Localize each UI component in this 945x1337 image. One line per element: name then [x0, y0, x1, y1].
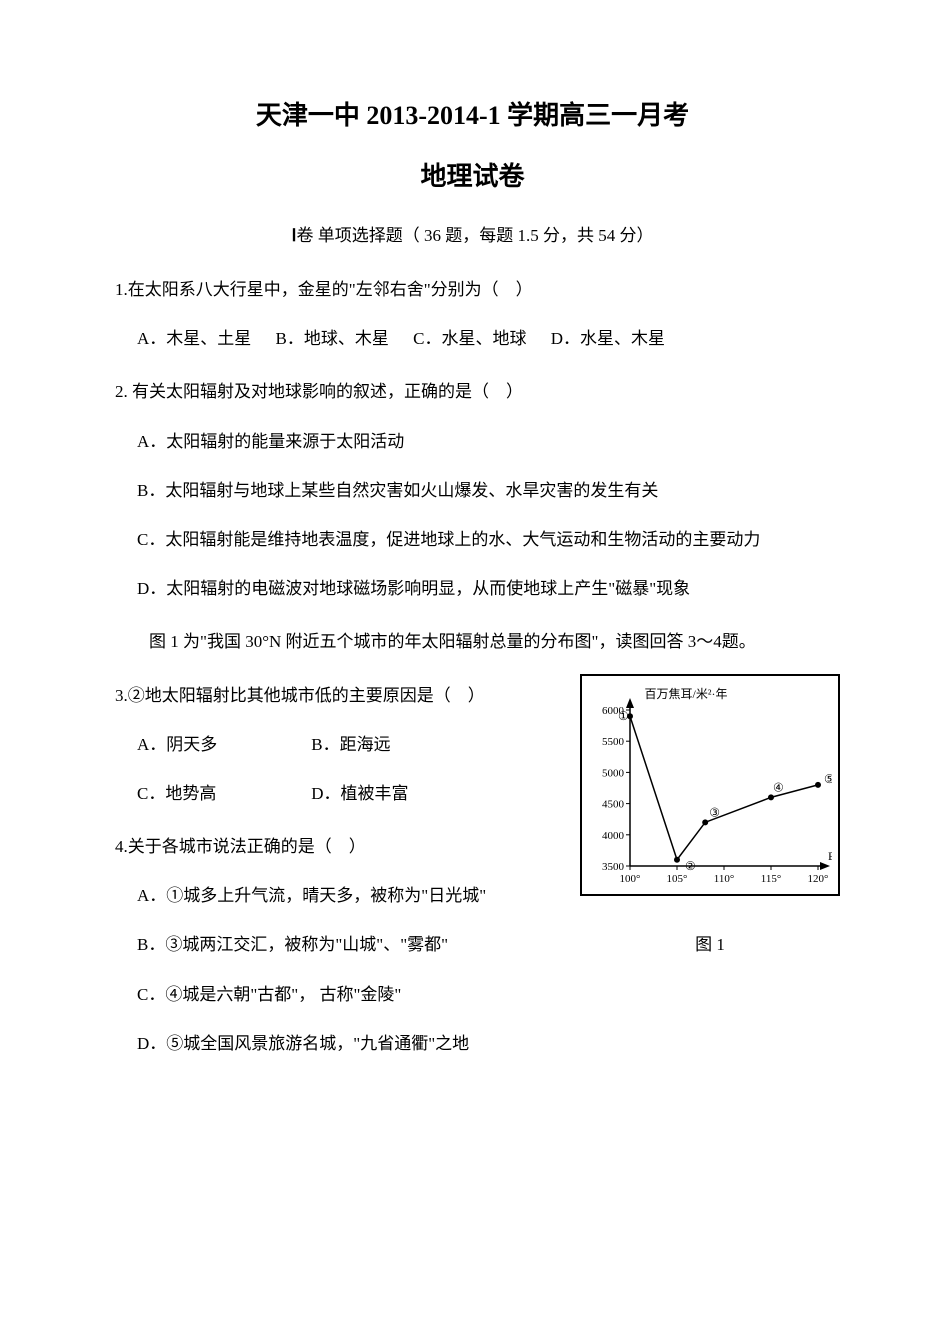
q1-options: A．木星、土星 B．地球、木星 C．水星、地球 D．水星、木星 [115, 325, 830, 352]
svg-text:④: ④ [773, 780, 784, 794]
svg-text:4000: 4000 [602, 829, 625, 841]
q1-stem: 1.在太阳系八大行星中，金星的"左邻右舍"分别为（ ） [115, 276, 830, 303]
svg-text:4500: 4500 [602, 798, 625, 810]
q2-opt-b: B．太阳辐射与地球上某些自然灾害如火山爆发、水旱灾害的发生有关 [137, 477, 830, 504]
chart-svg: 百万焦耳/米²·年E600055005000450040003500100°10… [588, 684, 832, 890]
intro-34: 图 1 为"我国 30°N 附近五个城市的年太阳辐射总量的分布图"，读图回答 3… [115, 628, 830, 655]
section-header: Ⅰ卷 单项选择题（ 36 题，每题 1.5 分，共 54 分） [115, 221, 830, 246]
svg-text:百万焦耳/米²·年: 百万焦耳/米²·年 [645, 687, 728, 701]
q2-stem: 2. 有关太阳辐射及对地球影响的叙述，正确的是（ ） [115, 378, 830, 405]
svg-text:5500: 5500 [602, 736, 625, 748]
q1-opt-b: B．地球、木星 [276, 325, 389, 352]
svg-text:120°: 120° [808, 873, 829, 885]
page-title-main: 天津一中 2013-2014-1 学期高三一月考 [115, 95, 830, 132]
svg-text:E: E [828, 849, 832, 863]
question-4: 4.关于各城市说法正确的是（ ） A．①城多上升气流，晴天多，被称为"日光城" … [115, 833, 570, 1057]
svg-text:115°: 115° [761, 873, 782, 885]
q1-opt-d: D．水星、木星 [551, 325, 665, 352]
q3-opt-c: C．地势高 [137, 780, 307, 807]
q4-opt-d: D．⑤城全国风景旅游名城，"九省通衢"之地 [137, 1030, 570, 1057]
q3-opt-b: B．距海远 [311, 731, 390, 758]
svg-text:②: ② [685, 858, 696, 872]
svg-text:110°: 110° [714, 873, 735, 885]
q4-options: A．①城多上升气流，晴天多，被称为"日光城" B．③城两江交汇，被称为"山城"、… [115, 882, 570, 1057]
svg-text:⑤: ⑤ [824, 771, 832, 785]
q2-opt-d: D．太阳辐射的电磁波对地球磁场影响明显，从而使地球上产生"磁暴"现象 [137, 575, 830, 602]
q4-opt-a: A．①城多上升气流，晴天多，被称为"日光城" [137, 882, 570, 909]
q2-opt-c: C．太阳辐射能是维持地表温度，促进地球上的水、大气运动和生物活动的主要动力 [137, 526, 830, 553]
q2-options: A．太阳辐射的能量来源于太阳活动 B．太阳辐射与地球上某些自然灾害如火山爆发、水… [115, 428, 830, 603]
q34-left: 3.②地太阳辐射比其他城市低的主要原因是（ ） A．阴天多 B．距海远 C．地势… [115, 682, 570, 1058]
q1-opt-a: A．木星、土星 [137, 325, 251, 352]
q2-opt-a: A．太阳辐射的能量来源于太阳活动 [137, 428, 830, 455]
q3-stem: 3.②地太阳辐射比其他城市低的主要原因是（ ） [115, 682, 570, 709]
q34-wrapper: 3.②地太阳辐射比其他城市低的主要原因是（ ） A．阴天多 B．距海远 C．地势… [115, 682, 830, 1058]
chart-caption: 图 1 [580, 930, 840, 955]
figure-1: 百万焦耳/米²·年E600055005000450040003500100°10… [580, 674, 840, 955]
q3-options: A．阴天多 B．距海远 C．地势高 D．植被丰富 [115, 731, 570, 807]
svg-text:105°: 105° [667, 873, 688, 885]
q3-opt-d: D．植被丰富 [311, 780, 408, 807]
section-text: 卷 单项选择题（ 36 题，每题 1.5 分，共 54 分） [297, 226, 654, 245]
question-2: 2. 有关太阳辐射及对地球影响的叙述，正确的是（ ） A．太阳辐射的能量来源于太… [115, 378, 830, 602]
q3-opt-a: A．阴天多 [137, 731, 307, 758]
svg-text:5000: 5000 [602, 767, 625, 779]
q4-opt-b: B．③城两江交汇，被称为"山城"、"雾都" [137, 931, 570, 958]
svg-text:3500: 3500 [602, 861, 625, 873]
svg-text:100°: 100° [620, 873, 641, 885]
question-3: 3.②地太阳辐射比其他城市低的主要原因是（ ） A．阴天多 B．距海远 C．地势… [115, 682, 570, 808]
chart-border: 百万焦耳/米²·年E600055005000450040003500100°10… [580, 674, 840, 896]
q1-opt-c: C．水星、地球 [413, 325, 526, 352]
question-1: 1.在太阳系八大行星中，金星的"左邻右舍"分别为（ ） A．木星、土星 B．地球… [115, 276, 830, 352]
page-title-sub: 地理试卷 [115, 156, 830, 193]
svg-text:①: ① [618, 709, 629, 723]
q4-stem: 4.关于各城市说法正确的是（ ） [115, 833, 570, 860]
q4-opt-c: C．④城是六朝"古都"， 古称"金陵" [137, 981, 570, 1008]
svg-text:③: ③ [709, 805, 720, 819]
